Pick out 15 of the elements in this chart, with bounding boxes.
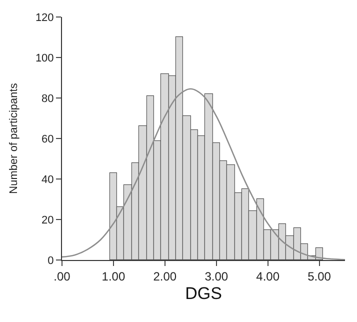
x-tick-label: 4.00 bbox=[256, 269, 280, 284]
x-tick-label: 2.00 bbox=[153, 269, 177, 284]
y-tick-label: 80 bbox=[42, 92, 54, 105]
y-tick-label: 100 bbox=[35, 52, 54, 64]
y-tick-label: 0 bbox=[48, 254, 54, 267]
y-tick-label: 20 bbox=[42, 214, 54, 226]
x-tick-label: 5.00 bbox=[308, 269, 332, 284]
x-tick-label: 1.00 bbox=[102, 269, 126, 284]
x-tick-label: 3.00 bbox=[204, 269, 228, 284]
y-tick-label: 40 bbox=[42, 174, 54, 186]
y-tick-label: 120 bbox=[35, 12, 54, 24]
x-tick-label: .00 bbox=[54, 269, 71, 284]
y-tick-label: 60 bbox=[42, 133, 54, 146]
y-axis-title: Number of participants bbox=[8, 82, 20, 194]
x-axis-title: DGS bbox=[185, 284, 222, 303]
